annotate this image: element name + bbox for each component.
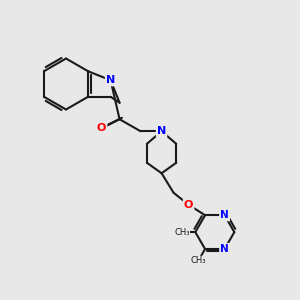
Text: O: O: [184, 200, 193, 210]
Text: CH₃: CH₃: [190, 256, 206, 265]
Text: N: N: [157, 126, 166, 136]
Text: O: O: [97, 123, 106, 133]
Text: N: N: [106, 75, 115, 85]
Text: N: N: [220, 210, 229, 220]
Text: CH₃: CH₃: [174, 228, 190, 237]
Text: N: N: [220, 244, 229, 254]
